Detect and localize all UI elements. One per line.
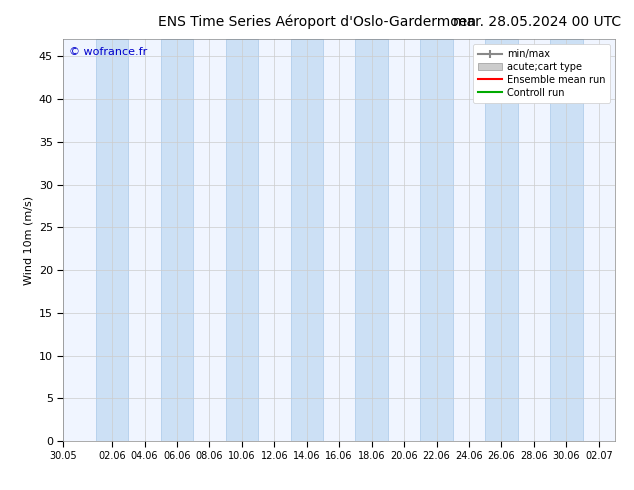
Bar	[615, 39, 634, 441]
Text: ENS Time Series Aéroport d'Oslo-Gardermoen: ENS Time Series Aéroport d'Oslo-Gardermo…	[158, 15, 476, 29]
Bar	[356, 39, 388, 441]
Y-axis label: Wind 10m (m/s): Wind 10m (m/s)	[23, 196, 34, 285]
Bar	[485, 39, 517, 441]
Bar	[96, 39, 128, 441]
Bar	[550, 39, 583, 441]
Bar	[226, 39, 258, 441]
Bar	[420, 39, 453, 441]
Text: mar. 28.05.2024 00 UTC: mar. 28.05.2024 00 UTC	[453, 15, 621, 29]
Text: © wofrance.fr: © wofrance.fr	[69, 47, 147, 57]
Legend: min/max, acute;cart type, Ensemble mean run, Controll run: min/max, acute;cart type, Ensemble mean …	[473, 44, 610, 102]
Bar	[161, 39, 193, 441]
Bar	[290, 39, 323, 441]
